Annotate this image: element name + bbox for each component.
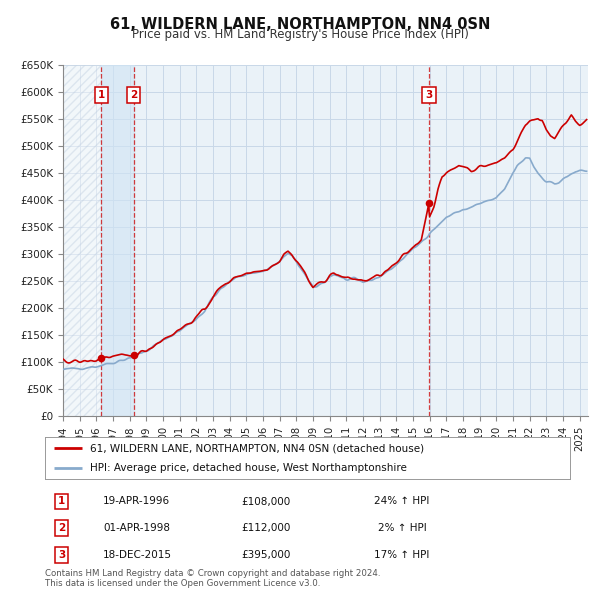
Text: 1: 1: [98, 90, 105, 100]
Text: 61, WILDERN LANE, NORTHAMPTON, NN4 0SN (detached house): 61, WILDERN LANE, NORTHAMPTON, NN4 0SN (…: [89, 444, 424, 454]
Text: 61, WILDERN LANE, NORTHAMPTON, NN4 0SN: 61, WILDERN LANE, NORTHAMPTON, NN4 0SN: [110, 17, 490, 31]
Text: 18-DEC-2015: 18-DEC-2015: [103, 550, 172, 560]
Text: 24% ↑ HPI: 24% ↑ HPI: [374, 497, 430, 506]
Text: 19-APR-1996: 19-APR-1996: [103, 497, 170, 506]
Text: 2: 2: [58, 523, 65, 533]
Text: 1: 1: [58, 497, 65, 506]
Bar: [101, 65, 134, 416]
Bar: [63, 65, 101, 416]
Text: £395,000: £395,000: [241, 550, 290, 560]
Text: 2% ↑ HPI: 2% ↑ HPI: [377, 523, 427, 533]
Text: 17% ↑ HPI: 17% ↑ HPI: [374, 550, 430, 560]
Text: £108,000: £108,000: [241, 497, 290, 506]
Text: Contains HM Land Registry data © Crown copyright and database right 2024.
This d: Contains HM Land Registry data © Crown c…: [45, 569, 380, 588]
Text: Price paid vs. HM Land Registry's House Price Index (HPI): Price paid vs. HM Land Registry's House …: [131, 28, 469, 41]
Text: 2: 2: [130, 90, 137, 100]
Text: £112,000: £112,000: [241, 523, 290, 533]
Text: 01-APR-1998: 01-APR-1998: [103, 523, 170, 533]
Text: HPI: Average price, detached house, West Northamptonshire: HPI: Average price, detached house, West…: [89, 464, 407, 473]
Text: 3: 3: [58, 550, 65, 560]
Text: 3: 3: [425, 90, 433, 100]
